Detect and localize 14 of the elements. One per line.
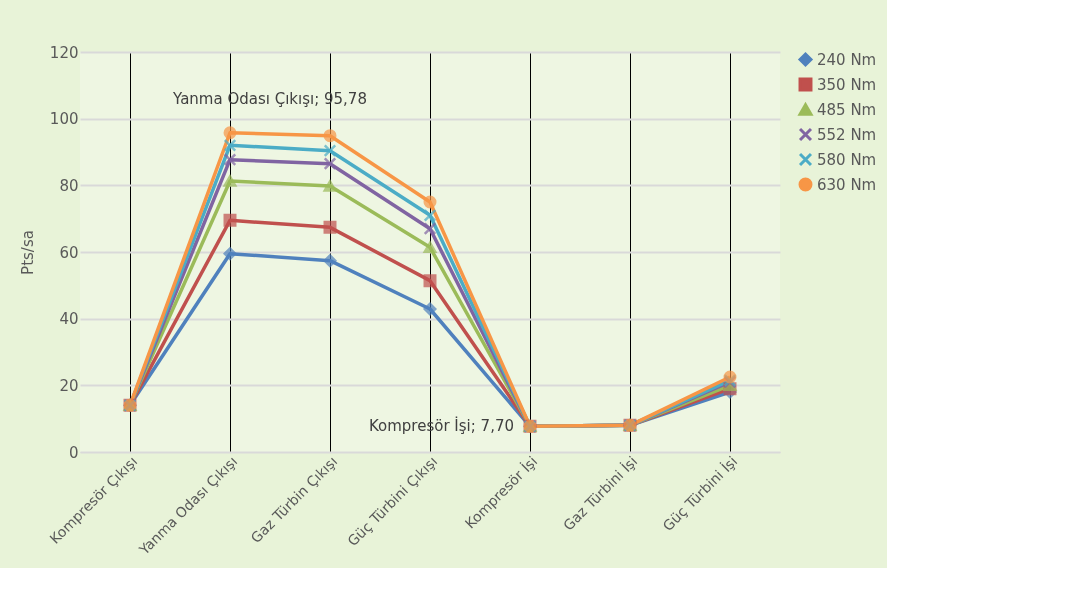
legend-label: 552 Nm bbox=[817, 125, 877, 144]
y-tick-label: 120 bbox=[49, 43, 79, 62]
y-tick-label: 0 bbox=[68, 443, 79, 462]
y-axis-title: Pts/sa bbox=[18, 230, 37, 275]
legend-label: 485 Nm bbox=[817, 100, 877, 119]
legend-label: 630 Nm bbox=[817, 175, 877, 194]
y-tick-label: 100 bbox=[49, 110, 79, 129]
legend-label: 580 Nm bbox=[817, 150, 877, 169]
y-tick-label: 40 bbox=[59, 310, 79, 329]
y-tick-label: 80 bbox=[59, 176, 79, 195]
legend-label: 350 Nm bbox=[817, 75, 877, 94]
y-tick-label: 20 bbox=[59, 376, 79, 395]
y-tick-label: 60 bbox=[59, 243, 79, 262]
legend-label: 240 Nm bbox=[817, 50, 877, 69]
